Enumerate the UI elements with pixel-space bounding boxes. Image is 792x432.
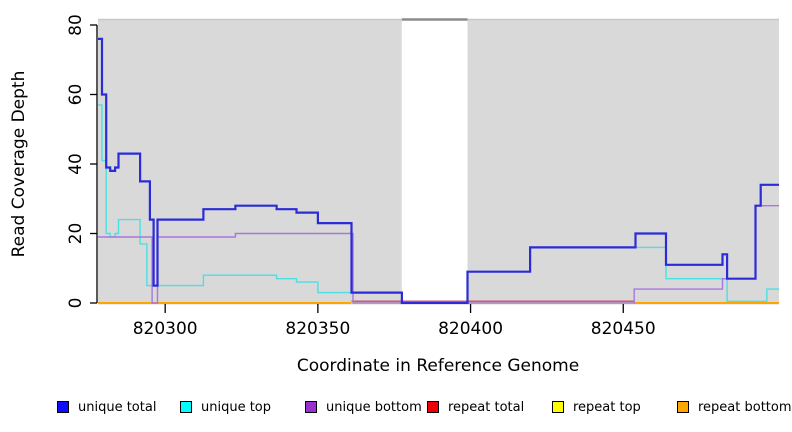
- series-unique-total: [98, 37, 779, 305]
- x-tick-label: 820300: [133, 319, 198, 339]
- legend-label: unique total: [78, 399, 157, 415]
- shaded-region: [467, 20, 779, 305]
- y-tick-label: 40: [66, 153, 86, 175]
- legend-item-repeat-top: repeat top: [552, 396, 641, 418]
- shaded-region: [98, 20, 402, 305]
- legend-swatch: [677, 401, 689, 413]
- legend-swatch: [427, 401, 439, 413]
- x-tick-label: 820450: [591, 319, 656, 339]
- x-tick-label: 820400: [438, 319, 503, 339]
- legend-swatch: [305, 401, 317, 413]
- legend-label: repeat total: [448, 399, 525, 415]
- legend-item-repeat-bottom: repeat bottom: [677, 396, 792, 418]
- legend: unique total unique top unique bottom repea…: [0, 396, 792, 420]
- legend-label: unique bottom: [326, 399, 422, 415]
- legend-swatch: [180, 401, 192, 413]
- legend-swatch: [57, 401, 69, 413]
- y-tick-label: 0: [66, 298, 86, 309]
- y-tick-label: 20: [66, 223, 86, 245]
- legend-label: repeat top: [573, 399, 641, 415]
- legend-item-unique-top: unique top: [180, 396, 271, 418]
- y-tick-label: 80: [66, 14, 86, 36]
- legend-swatch: [552, 401, 564, 413]
- legend-label: unique top: [201, 399, 272, 415]
- gap-region: [401, 18, 468, 305]
- y-tick-label: 60: [66, 84, 86, 106]
- legend-item-unique-bottom: unique bottom: [305, 396, 422, 418]
- legend-label: repeat bottom: [698, 399, 792, 415]
- x-axis-title: Coordinate in Reference Genome: [296, 356, 580, 376]
- legend-item-unique-total: unique total: [57, 396, 156, 418]
- x-tick-label: 820350: [285, 319, 350, 339]
- y-axis-title: Read Coverage Depth: [9, 70, 29, 258]
- legend-item-repeat-total: repeat total: [427, 396, 524, 418]
